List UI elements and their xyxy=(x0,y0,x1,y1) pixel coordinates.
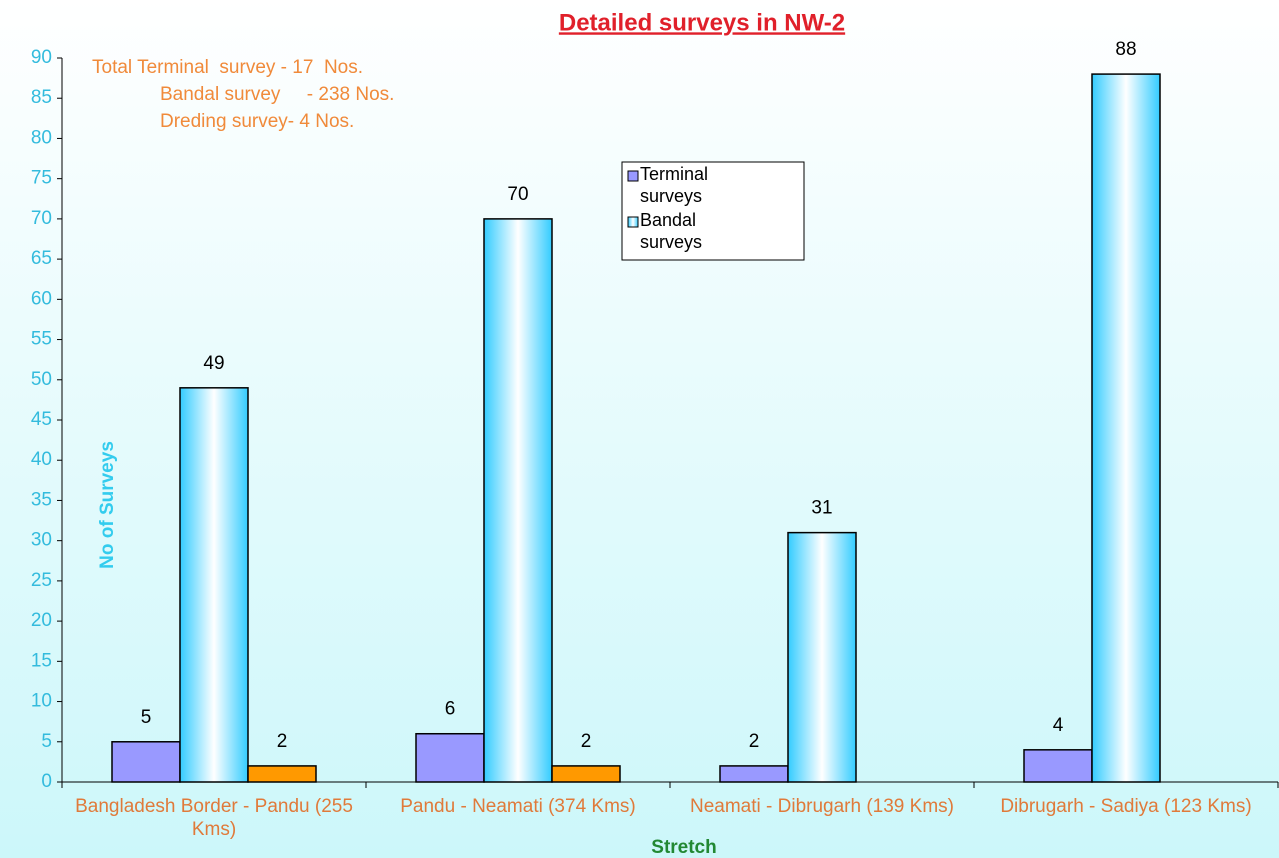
annotation: Dreding survey- 4 Nos. xyxy=(160,111,354,132)
x-tick-label-box: Neamati - Dibrugarh (139 Kms) xyxy=(690,796,954,817)
y-tick-label: 75 xyxy=(31,168,52,189)
y-tick-label: 35 xyxy=(31,489,52,510)
y-tick-label: 0 xyxy=(41,771,52,792)
y-tick-label: 70 xyxy=(31,208,52,229)
y-tick-label: 10 xyxy=(31,691,52,712)
y-tick-label: 30 xyxy=(31,530,52,551)
bar xyxy=(247,765,317,783)
data-label: 70 xyxy=(507,184,528,205)
y-tick-label: 20 xyxy=(31,610,52,631)
bar xyxy=(1091,73,1161,783)
x-tick-label-box: Bangladesh Border - Pandu (255 Kms) xyxy=(75,796,353,840)
bar xyxy=(719,765,789,783)
y-tick-label: 80 xyxy=(31,127,52,148)
bar xyxy=(551,765,621,783)
y-tick-label: 50 xyxy=(31,369,52,390)
data-label: 4 xyxy=(1053,715,1064,736)
y-tick-label: 85 xyxy=(31,87,52,108)
x-axis-label: Stretch xyxy=(651,837,716,858)
annotation: Bandal survey - 238 Nos. xyxy=(160,84,394,105)
x-tick-label: Dibrugarh - Sadiya (123 Kms) xyxy=(1000,796,1252,817)
y-tick-label: 40 xyxy=(31,449,52,470)
x-tick-label-box: Pandu - Neamati (374 Kms) xyxy=(400,796,636,817)
y-tick-label: 15 xyxy=(31,650,52,671)
legend-label: Bandal surveys xyxy=(640,210,703,252)
data-label: 88 xyxy=(1115,39,1136,60)
legend-label-box: Terminal surveys xyxy=(640,164,709,206)
y-tick-label: 65 xyxy=(31,248,52,269)
x-tick-label-box: Dibrugarh - Sadiya (123 Kms) xyxy=(1000,796,1252,817)
y-axis-label: No of Surveys xyxy=(97,441,118,569)
bar xyxy=(787,531,857,783)
y-tick-label: 90 xyxy=(31,47,52,68)
bar xyxy=(483,218,553,783)
bar xyxy=(1023,749,1093,783)
annotation: Total Terminal survey - 17 Nos. xyxy=(92,57,363,78)
x-tick-label: Bangladesh Border - Pandu (255 Kms) xyxy=(75,796,353,840)
y-tick-label: 5 xyxy=(41,731,52,752)
legend-box xyxy=(621,161,805,261)
bar xyxy=(179,387,249,783)
legend-swatch xyxy=(627,170,639,182)
legend-label: Terminal surveys xyxy=(640,164,709,206)
bar xyxy=(415,732,485,783)
x-tick-label: Pandu - Neamati (374 Kms) xyxy=(400,796,636,817)
data-label: 49 xyxy=(203,353,224,374)
y-tick-label: 55 xyxy=(31,329,52,350)
y-tick-label: 60 xyxy=(31,288,52,309)
data-label: 6 xyxy=(445,699,456,720)
data-label: 2 xyxy=(581,731,592,752)
x-tick-label: Neamati - Dibrugarh (139 Kms) xyxy=(690,796,954,817)
bar xyxy=(111,741,181,783)
y-tick-label: 45 xyxy=(31,409,52,430)
data-label: 2 xyxy=(749,731,760,752)
legend-swatch xyxy=(627,216,639,228)
y-tick-label: 25 xyxy=(31,570,52,591)
data-label: 5 xyxy=(141,707,152,728)
data-label: 2 xyxy=(277,731,288,752)
data-label: 31 xyxy=(811,498,832,519)
chart-title: Detailed surveys in NW-2 xyxy=(559,9,845,36)
legend-label-box: Bandal surveys xyxy=(640,210,703,252)
